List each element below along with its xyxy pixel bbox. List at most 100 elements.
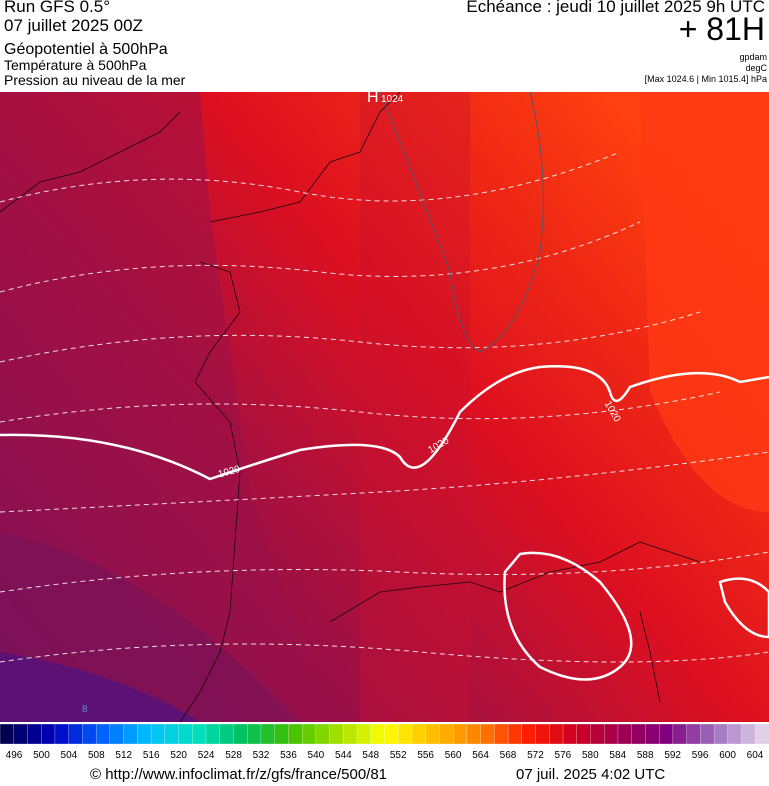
- colorbar-swatch: [672, 723, 688, 745]
- colorbar-swatch: [494, 723, 509, 745]
- colorbar-label: 556: [417, 750, 434, 761]
- colorbar-swatch: [535, 723, 550, 745]
- colorbar-swatch: [398, 723, 413, 745]
- high-symbol: H: [367, 92, 379, 106]
- colorbar-swatch: [411, 723, 427, 745]
- colorbar-label: 548: [362, 750, 379, 761]
- colorbar-swatch: [384, 723, 399, 745]
- colorbar-label: 580: [582, 750, 599, 761]
- colorbar-swatch: [41, 723, 56, 745]
- colorbar-swatch: [247, 723, 262, 745]
- colorbar-label: 524: [198, 750, 215, 761]
- colorbar-swatch: [453, 723, 468, 745]
- map: H 1024 1020 1020 1020 8: [0, 92, 769, 722]
- isotherms: [0, 151, 769, 663]
- colorbar-swatch: [219, 723, 235, 745]
- colorbar-label: 544: [335, 750, 352, 761]
- echeance: Echéance : jeudi 10 juillet 2025 9h UTC: [466, 0, 765, 16]
- pressure-range: [Max 1024.6 | Min 1015.4] hPa: [644, 74, 767, 84]
- contour: [379, 92, 544, 353]
- colorbar-swatch: [260, 723, 276, 745]
- colorbar-label: 572: [527, 750, 544, 761]
- colorbar-swatch: [576, 723, 592, 745]
- colorbar-swatch: [109, 723, 125, 745]
- colorbar-label: 496: [6, 750, 23, 761]
- colorbar-swatch: [178, 723, 193, 745]
- layer: Géopotentiel à 500hPa: [4, 41, 168, 58]
- colorbar-swatch: [604, 723, 619, 745]
- temperature-band: [360, 92, 470, 722]
- colorbar-label: 588: [637, 750, 654, 761]
- timestamp: 07 juil. 2025 4:02 UTC: [516, 766, 666, 783]
- run: Run GFS 0.5°: [4, 0, 111, 16]
- colorbar-label: 500: [33, 750, 50, 761]
- colorbar-swatch: [425, 723, 441, 745]
- colorbar-swatch: [466, 723, 482, 745]
- colorbar-label: 536: [280, 750, 297, 761]
- colorbar-swatch: [13, 723, 29, 745]
- colorbar-swatch: [274, 723, 290, 745]
- colorbar-swatch: [480, 723, 496, 745]
- colorbar-swatch: [713, 723, 729, 745]
- colorbar-swatch: [727, 723, 743, 745]
- colorbar-swatch: [137, 723, 152, 745]
- colorbar-swatch: [233, 723, 248, 745]
- run-date: 07 juillet 2025 00Z: [4, 16, 143, 35]
- high-value: 1024: [381, 94, 404, 105]
- source-url: © http://www.infoclimat.fr/z/gfs/france/…: [90, 766, 388, 783]
- colorbar-swatch: [590, 723, 605, 745]
- colorbar-swatch: [27, 723, 42, 745]
- colorbar-label: 568: [500, 750, 517, 761]
- colorbar-label: 600: [719, 750, 736, 761]
- colorbar-swatch: [356, 723, 372, 745]
- colorbar-swatch: [507, 723, 523, 745]
- colorbar-swatch: [68, 723, 84, 745]
- isobars: [0, 365, 769, 681]
- colorbar-label: 564: [472, 750, 489, 761]
- colorbar-label: 584: [609, 750, 626, 761]
- colorbar-swatch: [658, 723, 674, 745]
- colorbar-swatch: [645, 723, 660, 745]
- colorbar-label: 512: [115, 750, 132, 761]
- forecast-hour: + 81H: [678, 11, 765, 47]
- colorbar-label: 592: [664, 750, 681, 761]
- colorbar-swatch: [164, 723, 180, 745]
- colorbar-swatch: [521, 723, 537, 745]
- colorbar-label: 560: [445, 750, 462, 761]
- colorbar-swatch: [288, 723, 303, 745]
- colorbar-label: 604: [747, 750, 764, 761]
- colorbar-swatch: [192, 723, 207, 745]
- colorbar-swatch: [150, 723, 166, 745]
- colorbar-swatch: [631, 723, 647, 745]
- colorbar-label: 576: [555, 750, 572, 761]
- unit: degC: [745, 63, 767, 73]
- colorbar-swatch: [755, 723, 769, 745]
- colorbar-swatch: [301, 723, 317, 745]
- colorbar-label: 540: [308, 750, 325, 761]
- layer: Pression au niveau de la mer: [4, 72, 186, 88]
- colorbar-label: 532: [253, 750, 270, 761]
- temp-label: 8: [82, 704, 88, 715]
- colorbar-label: 552: [390, 750, 407, 761]
- colorbar-label: 596: [692, 750, 709, 761]
- temperature-band: [0, 652, 200, 722]
- colorbar-swatch: [123, 723, 138, 745]
- colorbar-label: 528: [225, 750, 242, 761]
- colorbar-swatch: [95, 723, 111, 745]
- colorbar: 496 500 504 508 512 516 520 524 528 532 536 540 544 5…: [0, 723, 769, 761]
- colorbar-label: 508: [88, 750, 105, 761]
- colorbar-label: 504: [61, 750, 78, 761]
- colorbar-swatch: [0, 723, 15, 745]
- colorbar-swatch: [549, 723, 564, 745]
- colorbar-swatch: [562, 723, 578, 745]
- colorbar-swatch: [82, 723, 97, 745]
- colorbar-swatch: [343, 723, 358, 745]
- coastlines: [0, 92, 701, 722]
- layer: Température à 500hPa: [4, 57, 147, 73]
- colorbar-swatch: [54, 723, 70, 745]
- colorbar-swatch: [741, 723, 756, 745]
- colorbar-swatch: [700, 723, 715, 745]
- colorbar-swatch: [329, 723, 344, 745]
- colorbar-swatch: [686, 723, 701, 745]
